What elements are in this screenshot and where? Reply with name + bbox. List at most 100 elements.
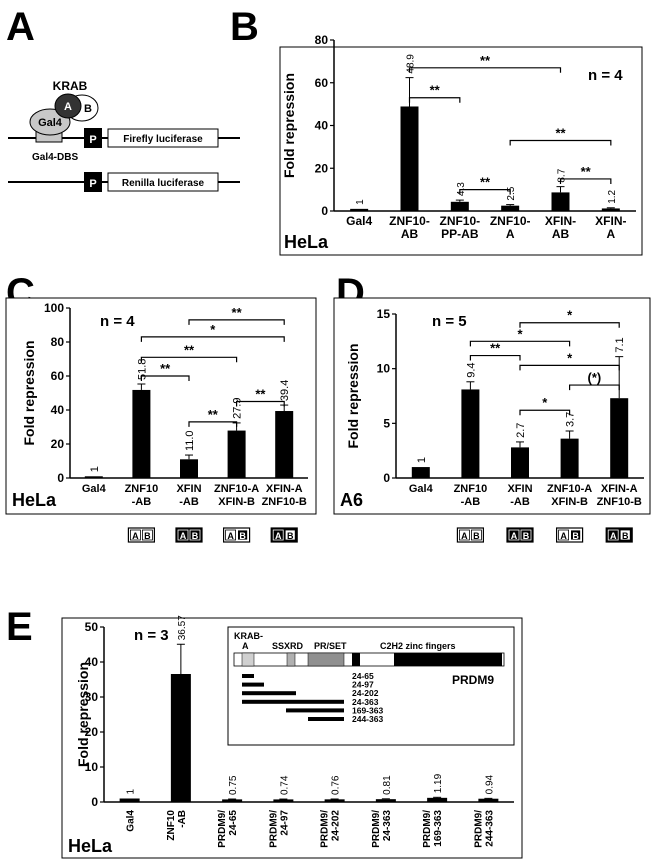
krab-a-shape — [54, 93, 82, 119]
fragment-bar — [242, 674, 254, 678]
domain-b-cell — [189, 529, 201, 541]
y-tick-label: 40 — [315, 119, 329, 133]
value-label: 36.57 — [177, 615, 188, 640]
significance-label: ** — [555, 125, 566, 140]
significance-bracket — [140, 356, 238, 363]
krab-b-label: B — [84, 103, 92, 115]
zinc-finger-1 — [352, 653, 360, 666]
value-label: 2.7 — [515, 423, 527, 438]
significance-label: ** — [480, 175, 491, 190]
significance-bracket — [140, 375, 190, 381]
bar — [180, 459, 198, 478]
bar — [461, 389, 480, 478]
category-label: ZNF10 — [125, 483, 159, 495]
inset-ssxrd-label: SSXRD — [272, 641, 304, 651]
y-tick-label: 0 — [321, 204, 328, 218]
bar — [119, 798, 140, 802]
category-label: -AB — [132, 496, 152, 508]
category-label: ZNF10-AB — [166, 810, 188, 841]
y-axis-label: Fold repression — [75, 662, 91, 767]
bar — [511, 447, 529, 478]
y-tick-label: 0 — [383, 471, 390, 485]
fragment-label: 169-363 — [352, 705, 383, 715]
category-label: PP-AB — [441, 227, 479, 241]
significance-label: (*) — [588, 370, 602, 385]
y-tick-label: 0 — [91, 795, 98, 809]
domain-b-letter: B — [144, 531, 151, 541]
panel-b-frame — [279, 46, 643, 256]
category-label-line: -AB — [177, 810, 188, 828]
panel-d-frame — [333, 297, 651, 515]
category-label: ZNF10 — [454, 483, 488, 495]
category-label: A — [606, 227, 615, 241]
fragment-label: 244-363 — [352, 714, 383, 724]
panel-letter-e: E — [6, 605, 33, 649]
category-label: A — [506, 227, 515, 241]
y-tick-label: 100 — [44, 301, 64, 315]
domain-b-cell — [141, 529, 153, 541]
krab-domain — [241, 652, 255, 667]
promoter-box-1 — [84, 128, 102, 148]
y-tick-label: 0 — [57, 471, 64, 485]
category-label-line: 24-202 — [331, 810, 342, 842]
cell-label-d: A6 — [340, 490, 363, 510]
value-label: 0.74 — [279, 775, 290, 795]
fragment-label: 24-65 — [352, 671, 374, 681]
category-label: XFIN-A — [266, 483, 303, 495]
category-label-line: 24-97 — [279, 810, 290, 836]
category-label-line: PRDM9/ — [217, 810, 228, 848]
significance-bracket — [408, 67, 562, 73]
promoter-box-2 — [84, 172, 102, 192]
domain-b-letter: B — [239, 531, 246, 541]
domain-a-cell — [607, 529, 619, 541]
category-label: XFIN — [507, 483, 532, 495]
domain-b-cell — [284, 529, 296, 541]
chart-c: 0 20 40 60 80 100 Fold repression 1 Gal4 51.8 ZNF1… — [21, 301, 308, 508]
value-label: 2.5 — [506, 186, 517, 200]
value-label: 8.7 — [557, 168, 568, 182]
significance-bracket — [509, 139, 612, 146]
renilla-label: Renilla luciferase — [122, 178, 205, 189]
category-label: XFIN-A — [601, 483, 638, 495]
fragment-label: 24-363 — [352, 697, 379, 707]
category-label-line: 244-363 — [484, 810, 495, 847]
panel-letter-a: A — [6, 5, 35, 49]
bar — [324, 799, 345, 802]
value-label: 27.9 — [232, 397, 244, 418]
bar — [273, 799, 294, 802]
domain-a-letter: A — [275, 531, 282, 541]
category-label-line: PRDM9/ — [473, 810, 484, 848]
bar — [478, 798, 499, 802]
significance-bracket — [188, 319, 285, 325]
category-label: -AB — [461, 496, 481, 508]
fragment-label: 24-202 — [352, 688, 379, 698]
domain-a-letter: A — [461, 531, 468, 541]
bar — [427, 797, 448, 802]
category-label-line: PRDM9/ — [268, 810, 279, 848]
category-label-line: PRDM9/ — [320, 810, 331, 848]
domain-a-cell — [225, 529, 237, 541]
y-tick-label: 60 — [315, 76, 329, 90]
bar — [375, 799, 396, 802]
value-label: 1 — [89, 466, 101, 472]
category-label: PRDM9/24-363 — [371, 810, 393, 848]
domain-b-cell — [237, 529, 249, 541]
category-label-line: Gal4 — [126, 810, 137, 832]
category-label: Gal4 — [409, 483, 434, 495]
value-label: 0.76 — [331, 775, 342, 795]
panel-letter-b: B — [230, 5, 259, 49]
y-tick-label: 30 — [85, 690, 99, 704]
category-label: PRDM9/24-202 — [320, 810, 342, 848]
category-label-line: 24-363 — [382, 810, 393, 842]
y-tick-label: 40 — [51, 403, 65, 417]
significance-label: * — [517, 326, 523, 341]
domain-a-cell — [272, 529, 284, 541]
bar — [170, 674, 191, 802]
category-label-line: PRDM9/ — [371, 810, 382, 848]
significance-label: * — [210, 322, 216, 337]
